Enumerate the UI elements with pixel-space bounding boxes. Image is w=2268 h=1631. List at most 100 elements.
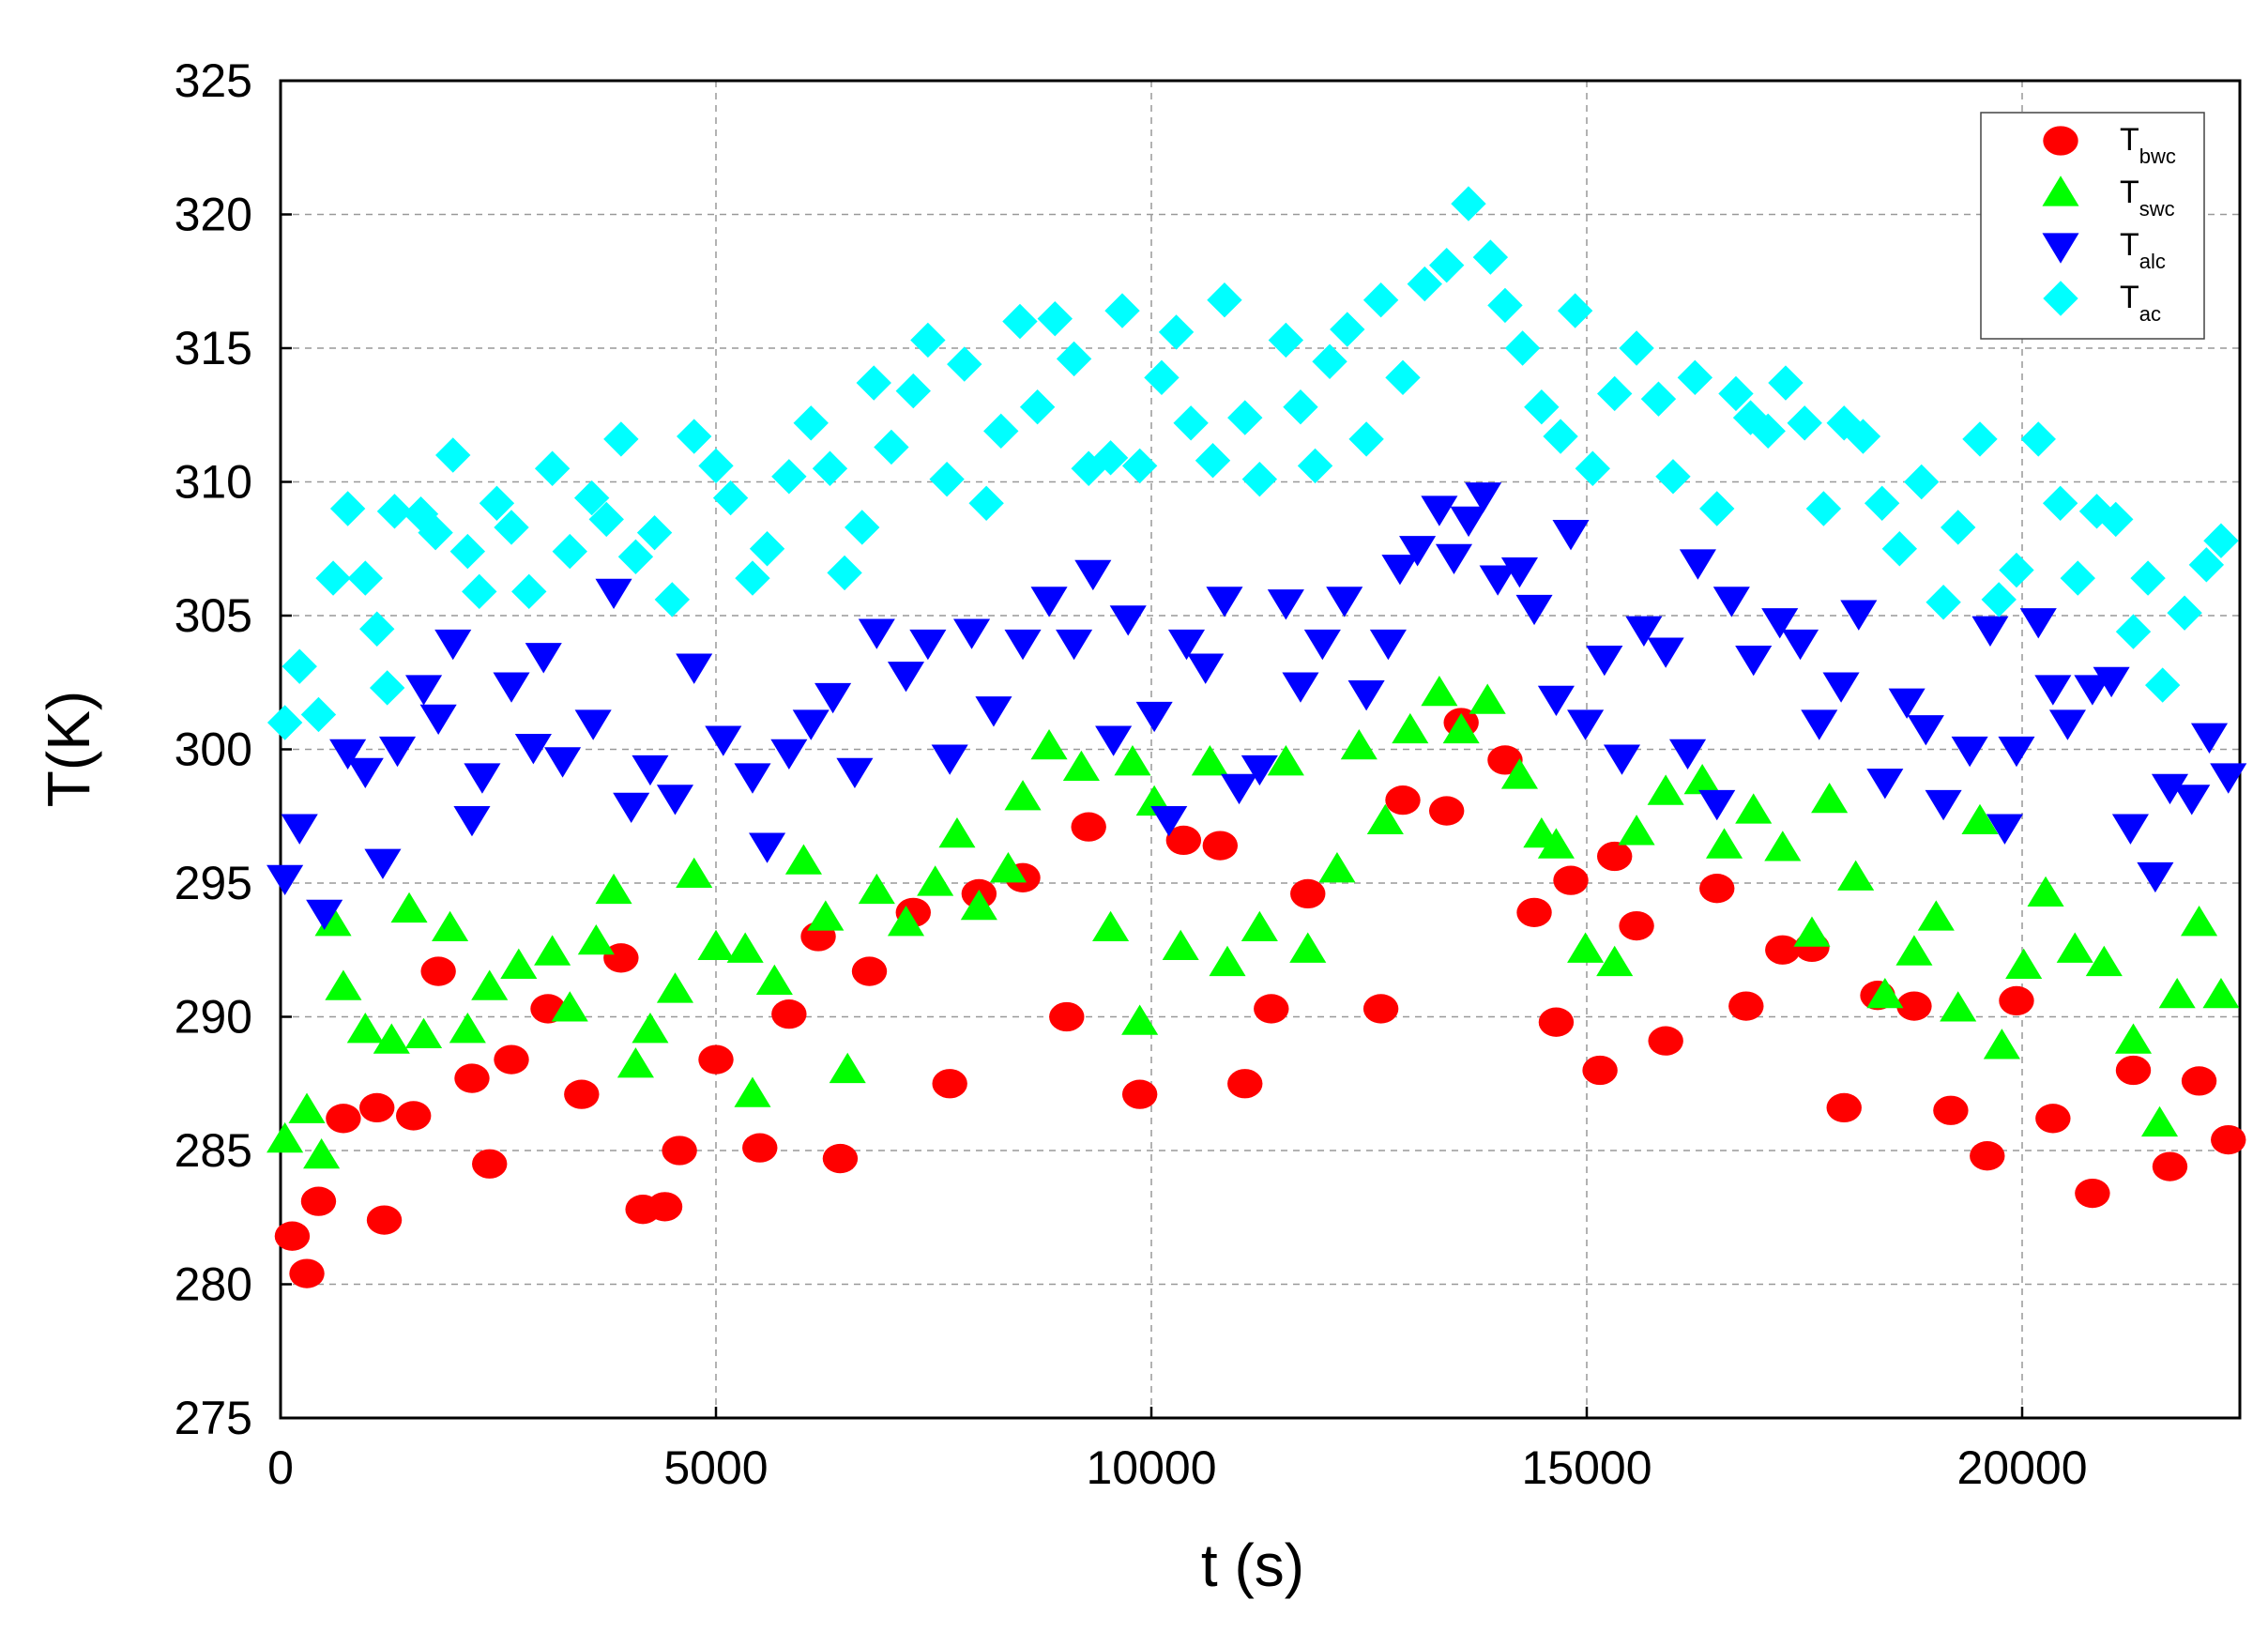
point — [1705, 828, 1743, 859]
point — [1515, 594, 1553, 626]
point — [1647, 637, 1684, 668]
y-tick-label: 310 — [175, 456, 252, 509]
point — [1864, 485, 1900, 521]
point — [827, 555, 862, 591]
point — [712, 480, 749, 516]
point — [1986, 814, 2023, 845]
point — [1487, 745, 1523, 775]
point — [1805, 491, 1842, 526]
point — [1983, 1029, 2020, 1059]
point — [1640, 381, 1677, 417]
point — [1500, 556, 1539, 588]
point — [1895, 935, 1933, 966]
legend-label: Talc — [2120, 227, 2166, 273]
point — [1312, 343, 1347, 379]
point — [2005, 948, 2043, 979]
point — [1940, 991, 1977, 1022]
x-axis-label: t (s) — [1201, 1532, 1304, 1599]
point — [1683, 764, 1721, 795]
point — [1290, 878, 1326, 909]
point — [1618, 815, 1655, 846]
point — [1487, 287, 1523, 324]
point — [2188, 547, 2225, 583]
point — [434, 629, 472, 661]
point — [2115, 1055, 2152, 1086]
point — [1472, 239, 1509, 275]
point — [1428, 796, 1465, 826]
point — [462, 573, 497, 610]
point — [1104, 293, 1140, 328]
point — [676, 653, 713, 684]
point — [1655, 459, 1691, 495]
point — [449, 1013, 486, 1044]
point — [1765, 935, 1801, 965]
point — [1330, 312, 1365, 347]
legend-box — [1980, 112, 2205, 340]
point — [1998, 736, 2035, 768]
point — [2075, 1178, 2110, 1209]
point — [1896, 991, 1932, 1021]
point — [858, 873, 895, 905]
point — [1970, 1141, 2005, 1171]
point — [419, 704, 457, 735]
point — [1728, 991, 1764, 1021]
point — [632, 755, 669, 786]
point — [1241, 461, 1278, 497]
point — [2137, 861, 2174, 893]
point — [1926, 585, 1961, 620]
point — [1648, 1026, 1683, 1056]
y-tick-label: 305 — [175, 589, 252, 642]
point — [1340, 728, 1378, 760]
point — [1056, 341, 1092, 377]
point — [432, 910, 469, 942]
point — [1442, 712, 1480, 744]
point — [1557, 293, 1593, 328]
point — [1961, 803, 1999, 835]
point — [300, 1186, 337, 1216]
point — [289, 1258, 325, 1288]
point — [1619, 910, 1654, 941]
point — [1282, 672, 1319, 703]
point — [534, 935, 571, 966]
point — [1504, 330, 1541, 366]
point — [616, 1047, 654, 1078]
point — [1712, 587, 1750, 617]
point — [851, 956, 888, 986]
point — [471, 969, 509, 1000]
point — [1019, 389, 1056, 425]
point — [329, 491, 366, 526]
point — [1811, 782, 1849, 814]
point — [366, 1205, 403, 1235]
point — [1735, 793, 1773, 824]
y-tick-label: 275 — [175, 1392, 252, 1444]
x-tick-label: 0 — [267, 1441, 294, 1494]
point — [1904, 464, 1940, 500]
x-tick-label: 5000 — [663, 1441, 768, 1494]
point — [617, 539, 654, 574]
point — [300, 696, 337, 733]
point — [2211, 1124, 2246, 1155]
point — [1768, 365, 1804, 401]
point — [1187, 653, 1225, 684]
y-axis-label: T(K) — [35, 691, 102, 807]
point — [472, 1149, 508, 1179]
point — [656, 972, 694, 1003]
point — [288, 1092, 326, 1123]
point — [1421, 675, 1458, 707]
point — [453, 806, 491, 837]
point — [1254, 994, 1289, 1024]
point — [1699, 874, 1735, 904]
point — [588, 501, 624, 538]
point — [1837, 860, 1875, 891]
point — [812, 450, 848, 486]
point — [2056, 932, 2093, 963]
point — [1062, 750, 1100, 782]
legend-label: Tac — [2120, 280, 2161, 326]
point — [1451, 186, 1486, 221]
point — [856, 365, 891, 401]
point — [369, 670, 405, 706]
point — [346, 757, 384, 788]
point — [595, 578, 632, 610]
